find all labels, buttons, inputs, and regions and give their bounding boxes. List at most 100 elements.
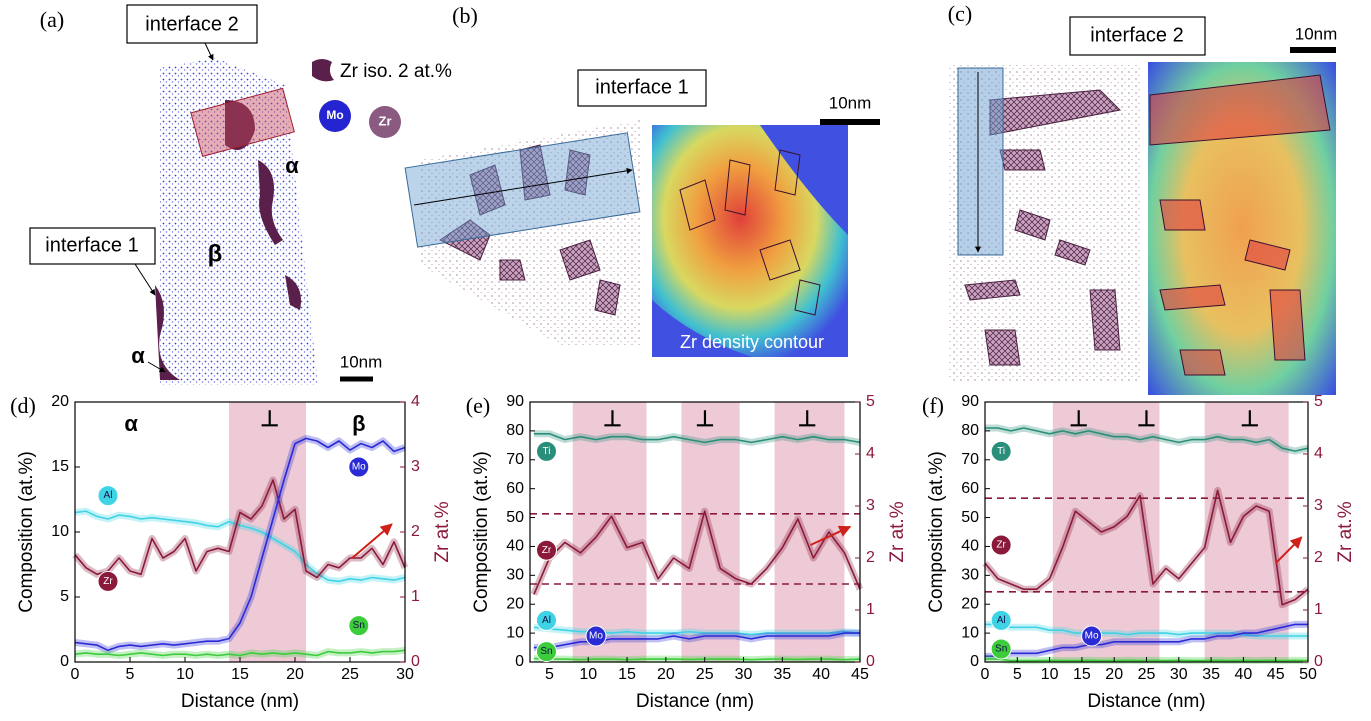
density-map-edge — [652, 125, 848, 357]
y-tick-label: 60 — [506, 480, 524, 497]
legend-marker — [348, 456, 370, 478]
callout-arrow — [134, 263, 156, 296]
x-axis-title: Distance (nm) — [181, 691, 299, 712]
legend-icon — [312, 59, 334, 82]
scale-label: 10nm — [1295, 24, 1338, 43]
title-box — [1069, 16, 1206, 56]
x-tick-label: 25 — [341, 666, 359, 683]
x-tick-label: 20 — [286, 666, 304, 683]
x-tick-label: 10 — [579, 666, 597, 683]
legend-marker — [1081, 625, 1103, 647]
legend-label: Ti — [543, 446, 551, 457]
y-tick-label: 15 — [51, 458, 69, 475]
x-tick-label: 5 — [545, 666, 554, 683]
x-tick-label: 40 — [1235, 666, 1253, 683]
y2-tick-label: 2 — [866, 549, 875, 566]
y-tick-label: 0 — [60, 653, 69, 670]
roi-box — [404, 132, 641, 248]
series-line — [984, 489, 1309, 606]
legend-marker — [990, 609, 1012, 631]
series-line — [985, 623, 1308, 637]
panel-label: (f) — [922, 393, 944, 418]
x-tick-label: 20 — [657, 666, 675, 683]
y-tick-label: 10 — [961, 624, 979, 641]
callout-box — [126, 4, 258, 44]
atom-icon — [319, 100, 351, 132]
y2-tick-label: 0 — [411, 653, 420, 670]
iso-surface — [285, 275, 301, 310]
phase-label: α — [131, 343, 145, 368]
x-tick-label: 5 — [1013, 666, 1022, 683]
legend-marker — [990, 440, 1012, 462]
panel-c: (c) interface 2 10nm — [948, 1, 1337, 395]
x-tick-label: 35 — [1202, 666, 1220, 683]
legend-marker — [536, 609, 557, 631]
axis-arrow — [351, 523, 393, 559]
y2-axis-title: Zr at.% — [1335, 501, 1356, 562]
y-tick-label: 30 — [506, 567, 524, 584]
scale-label: 10nm — [340, 352, 383, 371]
x-tick-label: 15 — [618, 666, 636, 683]
x-tick-label: 20 — [1105, 666, 1123, 683]
iso-mesh — [964, 89, 1122, 366]
panel-label: (b) — [452, 3, 478, 28]
legend-marker — [990, 638, 1012, 660]
panel-label: (d) — [10, 393, 36, 418]
y-axis-title: Composition (at.%) — [471, 451, 492, 613]
panel-label: (c) — [948, 1, 972, 26]
x-tick-label: 0 — [981, 666, 990, 683]
x-tick-label: 25 — [696, 666, 714, 683]
legend-label: Sn — [353, 620, 365, 631]
x-tick-label: 10 — [176, 666, 194, 683]
callout-text: interface 2 — [145, 13, 238, 35]
y-tick-label: 50 — [506, 509, 524, 526]
iso-mesh — [679, 149, 821, 316]
y-tick-label: 40 — [961, 538, 979, 555]
plot-frame — [529, 401, 861, 663]
y-tick-label: 90 — [961, 393, 979, 410]
annotation: ⊥ — [1069, 406, 1088, 431]
y2-tick-label: 0 — [866, 653, 875, 670]
y2-tick-label: 4 — [1314, 445, 1323, 462]
callout-arrow — [204, 42, 214, 61]
annotation: α — [124, 411, 138, 436]
defect-band — [1204, 402, 1289, 662]
iso-surface — [225, 100, 255, 150]
y-tick-label: 10 — [506, 624, 524, 641]
atom-icon — [369, 106, 401, 138]
y2-tick-label: 3 — [866, 497, 875, 514]
y-tick-label: 30 — [961, 567, 979, 584]
y2-tick-label: 4 — [411, 393, 420, 410]
y2-tick-label: 3 — [411, 458, 420, 475]
y2-tick-label: 5 — [1314, 393, 1323, 410]
phase-label: α — [285, 153, 299, 178]
y2-axis-title: Zr at.% — [432, 501, 453, 562]
x-tick-label: 30 — [1170, 666, 1188, 683]
annotation: ⊥ — [603, 406, 622, 431]
x-tick-label: 50 — [1299, 666, 1317, 683]
legend-marker — [585, 625, 607, 647]
annotation: ⊥ — [1137, 406, 1156, 431]
y-tick-label: 60 — [961, 480, 979, 497]
legend-label: Mo — [352, 462, 366, 473]
y2-tick-label: 1 — [411, 588, 420, 605]
x-tick-label: 15 — [231, 666, 249, 683]
iso-surface — [155, 285, 180, 380]
panel-label: (a) — [40, 7, 64, 32]
iso-mesh — [439, 144, 621, 316]
annotation: ⊥ — [1240, 406, 1259, 431]
y-tick-label: 10 — [51, 523, 69, 540]
annotation: β — [352, 411, 365, 436]
x-tick-label: 40 — [812, 666, 830, 683]
callout-text: interface 1 — [45, 234, 138, 256]
y-tick-label: 50 — [961, 509, 979, 526]
annotation: ⊥ — [798, 406, 817, 431]
legend-marker — [536, 641, 557, 663]
legend-label: Sn — [995, 644, 1007, 655]
phase-label: β — [208, 240, 223, 267]
y-tick-label: 40 — [506, 538, 524, 555]
callout-arrow — [147, 361, 166, 373]
axis-arrow — [1274, 536, 1303, 564]
